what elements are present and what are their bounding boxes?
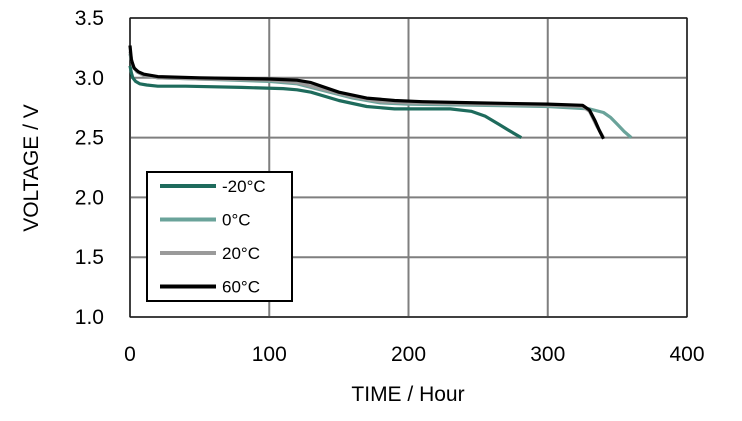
y-tick-label: 3.5	[75, 7, 104, 30]
x-tick-label: 400	[669, 343, 704, 366]
series-line-2	[128, 51, 605, 139]
y-tick-label: 1.0	[75, 306, 104, 329]
legend-label-3: 60°C	[222, 278, 260, 297]
legend-label-2: 20°C	[222, 244, 260, 263]
series-line-3	[128, 45, 605, 140]
series-lines	[128, 45, 633, 140]
series-line-1	[128, 53, 633, 139]
x-axis-label: TIME / Hour	[351, 383, 464, 406]
x-tick-label: 0	[124, 343, 136, 366]
y-axis-label: VOLTAGE / V	[20, 104, 43, 232]
y-tick-label: 2.0	[75, 186, 104, 209]
legend-items: -20°C 0°C 20°C 60°C	[160, 177, 266, 297]
x-tick-label: 300	[530, 343, 565, 366]
plot-frame	[129, 17, 688, 318]
x-tick-label: 100	[252, 343, 287, 366]
series-line-0	[128, 65, 523, 139]
legend-label-0: -20°C	[222, 177, 266, 196]
y-tick-label: 3.0	[75, 67, 104, 90]
legend-box	[146, 171, 293, 302]
y-tick-labels: 1.0 1.5 2.0 2.5 3.0 3.5	[75, 7, 104, 329]
x-tick-labels: 0 100 200 300 400	[124, 343, 704, 366]
y-tick-label: 1.5	[75, 246, 104, 269]
y-tick-label: 2.5	[75, 127, 104, 150]
legend: -20°C 0°C 20°C 60°C	[146, 171, 293, 302]
legend-label-1: 0°C	[222, 211, 251, 230]
x-tick-label: 200	[391, 343, 426, 366]
